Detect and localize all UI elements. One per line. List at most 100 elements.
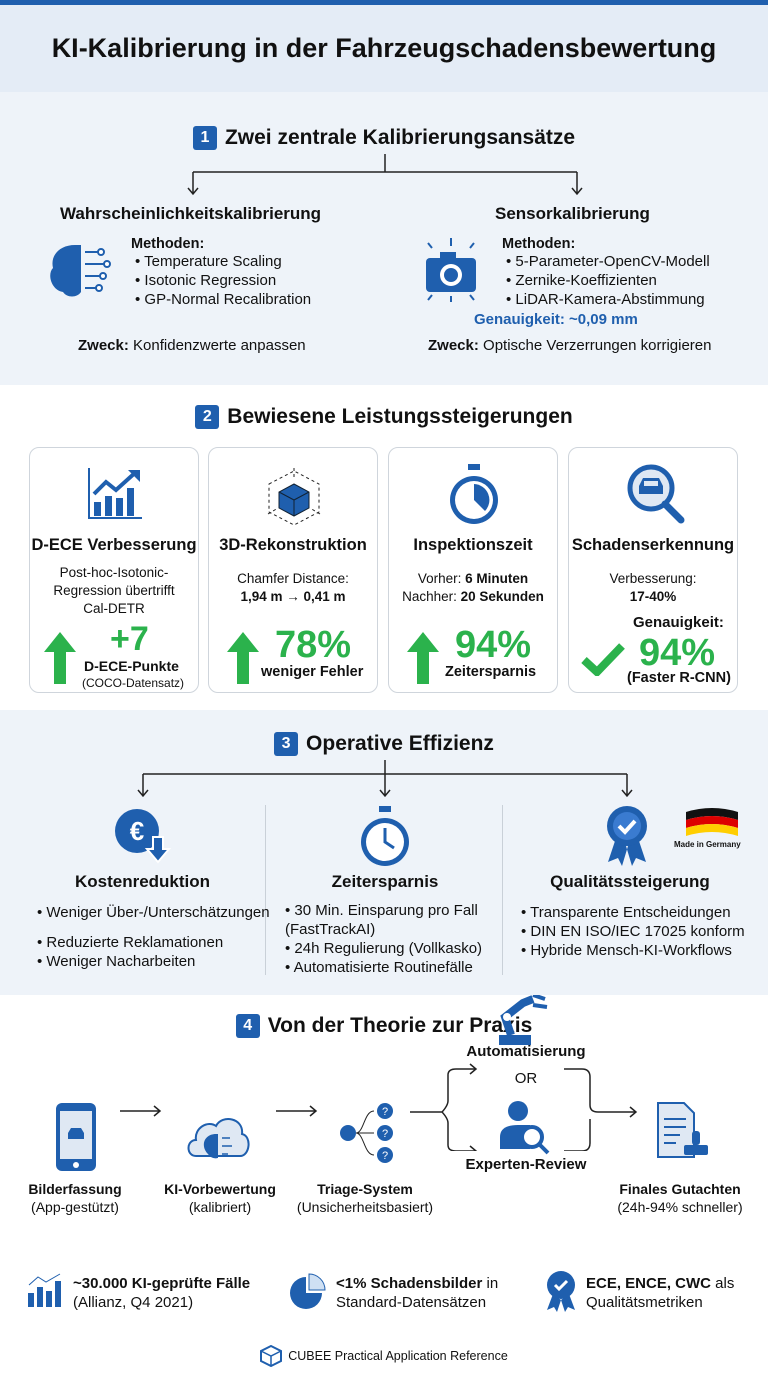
- list-item: Weniger Über-/Unterschätzungen: [37, 903, 269, 922]
- svg-text:?: ?: [382, 1106, 388, 1118]
- purpose-label: Zweck:: [428, 337, 479, 354]
- desc-line: Cal-DETR: [83, 601, 145, 616]
- split-arrow: [187, 154, 583, 196]
- german-flag-icon: [686, 808, 738, 836]
- step-sub: (App-gestützt): [31, 1199, 119, 1215]
- left-purpose: Zweck: Konfidenzwerte anpassen: [78, 337, 306, 354]
- card-inspection: Inspektionszeit Vorher: 6 Minuten Nachher…: [388, 447, 558, 693]
- divider: [502, 805, 503, 975]
- after-value: 20 Sekunden: [460, 589, 544, 604]
- stat-text: Qualitätsmetriken: [586, 1294, 703, 1311]
- col-title: Kostenreduktion: [74, 872, 211, 891]
- stat-cases: ~30.000 KI-geprüfte Fälle (Allianz, Q4 20…: [73, 1274, 250, 1312]
- desc-line: 17-40%: [629, 589, 677, 604]
- chart-growth-icon: [88, 468, 142, 519]
- methods-label: Methoden:: [131, 236, 205, 252]
- section-title: 1 Zwei zentrale Kalibrierungsansätze: [0, 126, 768, 150]
- desc-line: 1,94 m → 0,41 m: [240, 589, 346, 604]
- purpose-label: Zweck:: [78, 337, 129, 354]
- section-efficiency: 3 Operative Effizienz € Kostenreduktion W…: [0, 710, 768, 995]
- arrow-up-icon: [227, 632, 259, 684]
- divider: [265, 805, 266, 975]
- method-item: Isotonic Regression: [135, 271, 311, 290]
- desc-line: Post-hoc-Isotonic-: [59, 565, 169, 580]
- quality-badge-icon: [607, 806, 647, 866]
- card-desc: Post-hoc-Isotonic- Regression übertrifft C…: [30, 564, 198, 618]
- before-value: 6 Minuten: [465, 571, 529, 586]
- step-title: KI-Vorbewertung: [164, 1181, 276, 1197]
- stat-bold: ECE, ENCE, CWC: [586, 1275, 712, 1292]
- footer: CUBEE Practical Application Reference: [0, 1345, 768, 1367]
- accuracy: Genauigkeit: ~0,09 mm: [474, 311, 638, 328]
- robot-arm-icon: [499, 995, 548, 1045]
- card-desc: Verbesserung: 17-40%: [569, 570, 737, 606]
- desc-line: Verbesserung:: [609, 571, 697, 586]
- step-sub: (Unsicherheitsbasiert): [296, 1199, 434, 1215]
- quality-badge-icon: [547, 1271, 575, 1312]
- section-number: 2: [195, 405, 220, 429]
- stat-bold: ~30.000 KI-geprüfte Fälle: [73, 1275, 251, 1292]
- section-approaches: 1 Zwei zentrale Kalibrierungsansätze Wahr…: [0, 92, 768, 385]
- section-title: 4 Von der Theorie zur Praxis: [0, 1014, 768, 1038]
- section-number: 1: [192, 126, 217, 150]
- arrow-right-icon: [120, 1105, 162, 1117]
- card-title: Inspektionszeit: [413, 536, 533, 554]
- automation-label: Automatisierung: [466, 1043, 586, 1060]
- card-label: Genauigkeit:: [633, 614, 724, 631]
- list-item: 24h Regulierung (Vollkasko): [285, 939, 495, 958]
- arrow-up-icon: [44, 632, 76, 684]
- card-value: 78%: [275, 624, 352, 666]
- card-note: (COCO-Datensatz): [82, 676, 185, 690]
- report-stamp-icon: [657, 1102, 708, 1158]
- desc-line: Chamfer Distance:: [237, 571, 349, 586]
- svg-text:€: €: [130, 816, 144, 846]
- list-item: 30 Min. Einsparung pro Fall (FastTrackAI…: [285, 901, 495, 939]
- card-value: 94%: [639, 632, 716, 674]
- triage-icon: ???: [340, 1103, 393, 1163]
- split-arrow: [137, 760, 633, 798]
- card-damage: Schadenserkennung Verbesserung: 17-40% Ge…: [568, 447, 738, 693]
- cube-icon: [267, 468, 321, 526]
- card-title: Schadenserkennung: [571, 536, 735, 554]
- step-title: Triage-System: [317, 1181, 413, 1197]
- card-unit: Zeitersparnis: [445, 664, 537, 680]
- card-dece: D-ECE Verbesserung Post-hoc-Isotonic- Reg…: [29, 447, 199, 693]
- card-desc: Vorher: 6 Minuten Nachher: 20 Sekunden: [389, 570, 557, 606]
- methods-label: Methoden:: [502, 236, 576, 252]
- branch-connector: [410, 1063, 638, 1151]
- made-in-germany-label: Made in Germany: [674, 840, 741, 849]
- stat-text: als: [711, 1275, 735, 1292]
- card-3d: 3D-Rekonstruktion Chamfer Distance: 1,94 …: [208, 447, 378, 693]
- or-label: OR: [514, 1070, 538, 1087]
- card-value: 94%: [455, 624, 532, 666]
- purpose-text: Optische Verzerrungen korrigieren: [483, 337, 712, 354]
- euro-down-icon: €: [115, 809, 172, 864]
- section-title-text: Bewiesene Leistungssteigerungen: [227, 405, 573, 428]
- before-label: Vorher:: [417, 571, 462, 586]
- col-title: Zeitersparnis: [331, 872, 439, 891]
- method-item: Temperature Scaling: [135, 252, 311, 271]
- step-pre-assessment: KI-Vorbewertung (kalibriert): [150, 1180, 290, 1216]
- section-title-text: Operative Effizienz: [306, 732, 494, 755]
- svg-text:?: ?: [382, 1128, 388, 1140]
- method-item: GP-Normal Recalibration: [135, 290, 311, 309]
- card-unit: D-ECE-Punkte: [84, 658, 179, 674]
- section-performance: 2 Bewiesene Leistungssteigerungen D-ECE V…: [0, 385, 768, 710]
- card-unit: (Faster R-CNN): [627, 670, 731, 686]
- purpose-text: Konfidenzwerte anpassen: [133, 337, 306, 354]
- section-number: 4: [235, 1014, 260, 1038]
- method-item: LiDAR-Kamera-Abstimmung: [506, 290, 710, 309]
- section-number: 3: [274, 732, 299, 756]
- right-title: Sensorkalibrierung: [495, 204, 650, 223]
- step-title: Bilderfassung: [28, 1181, 122, 1197]
- card-title: 3D-Rekonstruktion: [219, 536, 367, 554]
- section-title: 3 Operative Effizienz: [0, 732, 768, 756]
- checkmark-icon: [581, 643, 625, 676]
- page-title: KI-Kalibrierung in der Fahrzeugschadensb…: [51, 33, 717, 63]
- stats-chart-icon: [28, 1273, 61, 1307]
- list-item: Weniger Nacharbeiten: [37, 952, 270, 971]
- list-item: DIN EN ISO/IEC 17025 konform: [521, 922, 744, 941]
- step-final-report: Finales Gutachten (24h-94% schneller): [605, 1180, 755, 1216]
- method-item: Zernike-Koeffizienten: [506, 271, 710, 290]
- header: KI-Kalibrierung in der Fahrzeugschadensb…: [0, 5, 768, 92]
